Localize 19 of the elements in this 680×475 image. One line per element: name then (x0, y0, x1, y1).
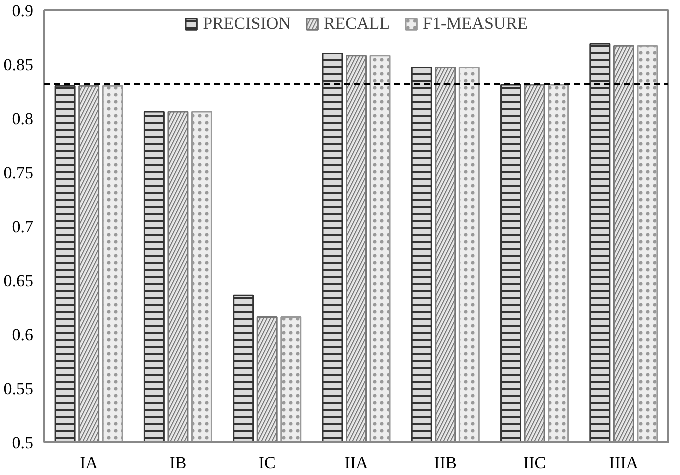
legend-label: PRECISION (203, 14, 291, 34)
y-tick-label: 0.6 (12, 326, 34, 344)
y-tick-label: 0.55 (4, 380, 34, 398)
y-tick-label: 0.65 (4, 272, 34, 290)
x-tick-label: IB (170, 454, 187, 472)
x-tick-label: IA (80, 454, 99, 472)
x-tick-label: IIIA (609, 454, 640, 472)
x-tick-label: IIB (434, 454, 457, 472)
x-tick-label: IIA (344, 454, 370, 472)
y-tick-label: 0.8 (12, 110, 34, 128)
x-tick-label: IIC (523, 454, 546, 472)
legend-label: F1-MEASURE (423, 14, 528, 34)
y-tick-label: 0.5 (12, 434, 34, 452)
legend-label: RECALL (324, 14, 390, 34)
x-tick-label: IC (258, 454, 276, 472)
y-tick-label: 0.7 (12, 218, 34, 236)
y-tick-label: 0.75 (4, 164, 34, 182)
y-tick-label: 0.85 (4, 56, 34, 74)
y-tick-label: 0.9 (12, 2, 34, 20)
